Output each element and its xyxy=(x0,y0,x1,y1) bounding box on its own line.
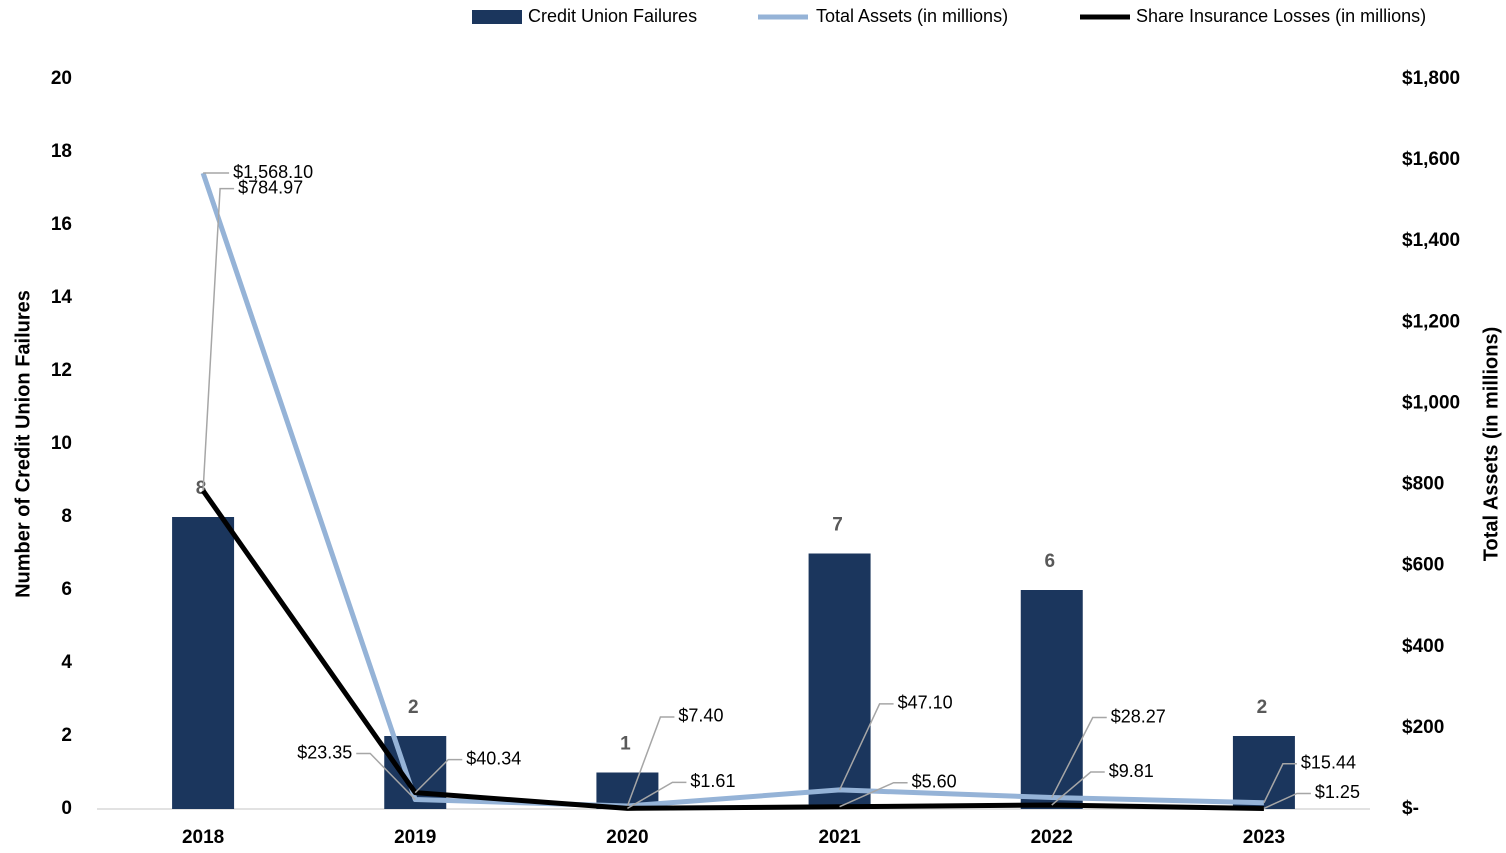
legend-label: Total Assets (in millions) xyxy=(816,6,1008,26)
y2-tick-label: $- xyxy=(1402,798,1419,819)
leader-line xyxy=(1051,771,1105,806)
data-label: $5.60 xyxy=(912,771,957,791)
y-tick-label: 16 xyxy=(51,214,72,235)
bar-label: 7 xyxy=(832,515,843,536)
x-tick-label: 2019 xyxy=(394,827,436,848)
y-tick-label: 2 xyxy=(61,725,72,746)
leader-line xyxy=(627,781,687,809)
leader-line xyxy=(414,758,463,794)
x-tick-label: 2020 xyxy=(606,827,648,848)
leader-line xyxy=(1051,716,1107,798)
x-tick-label: 2023 xyxy=(1243,827,1285,848)
data-label: $1.61 xyxy=(690,771,735,791)
y-tick-label: 8 xyxy=(61,506,72,527)
legend-swatch xyxy=(472,10,522,24)
x-tick-label: 2018 xyxy=(182,827,224,848)
bar-label: 8 xyxy=(196,478,207,499)
y2-tick-label: $1,000 xyxy=(1402,392,1460,413)
leader-line xyxy=(356,752,416,801)
y-axis-title: Number of Credit Union Failures xyxy=(12,290,34,598)
x-tick-label: 2021 xyxy=(818,827,861,848)
data-label: $7.40 xyxy=(678,706,723,726)
data-label: $47.10 xyxy=(898,693,953,713)
y2-tick-label: $1,600 xyxy=(1402,149,1460,170)
data-label: $23.35 xyxy=(297,742,352,762)
data-label: $15.44 xyxy=(1301,752,1356,772)
bar-label: 1 xyxy=(620,734,631,755)
y2-tick-label: $800 xyxy=(1402,474,1444,495)
x-tick-label: 2022 xyxy=(1031,827,1073,848)
y-tick-label: 10 xyxy=(51,433,72,454)
data-label: $40.34 xyxy=(466,748,521,768)
y2-axis-title: Total Assets (in millions) xyxy=(1480,327,1502,561)
y2-tick-label: $1,800 xyxy=(1402,68,1460,89)
leader-line xyxy=(1263,792,1311,810)
legend-label: Credit Union Failures xyxy=(528,6,697,26)
bar-label: 2 xyxy=(1257,697,1268,718)
y-tick-label: 20 xyxy=(51,68,72,89)
y2-tick-label: $1,200 xyxy=(1402,311,1460,332)
y-tick-label: 12 xyxy=(51,360,72,381)
bar-label: 6 xyxy=(1044,551,1055,572)
y2-tick-label: $400 xyxy=(1402,636,1444,657)
y2-tick-label: $600 xyxy=(1402,555,1444,576)
y-tick-label: 14 xyxy=(51,287,73,308)
leader-line xyxy=(202,187,235,491)
bar xyxy=(1232,736,1295,809)
bar xyxy=(808,553,871,809)
data-label: $784.97 xyxy=(238,177,303,197)
bar xyxy=(172,517,235,809)
data-label: $28.27 xyxy=(1111,706,1166,726)
bar xyxy=(1020,590,1083,809)
leader-line xyxy=(838,703,894,791)
leader-line xyxy=(839,781,908,808)
y2-tick-label: $200 xyxy=(1402,717,1444,738)
line xyxy=(201,489,1264,811)
y-tick-label: 0 xyxy=(61,798,72,819)
leader-line xyxy=(1263,762,1297,804)
y-tick-label: 18 xyxy=(51,141,72,162)
legend-label: Share Insurance Losses (in millions) xyxy=(1136,6,1426,26)
bar-label: 2 xyxy=(408,697,419,718)
leader-line xyxy=(626,716,675,807)
data-label: $9.81 xyxy=(1109,761,1154,781)
y-tick-label: 6 xyxy=(61,579,72,600)
data-label: $1.25 xyxy=(1315,782,1360,802)
y-tick-label: 4 xyxy=(61,652,72,673)
line xyxy=(200,172,1264,809)
data-label: $1,568.10 xyxy=(233,162,313,182)
y2-tick-label: $1,400 xyxy=(1402,230,1460,251)
